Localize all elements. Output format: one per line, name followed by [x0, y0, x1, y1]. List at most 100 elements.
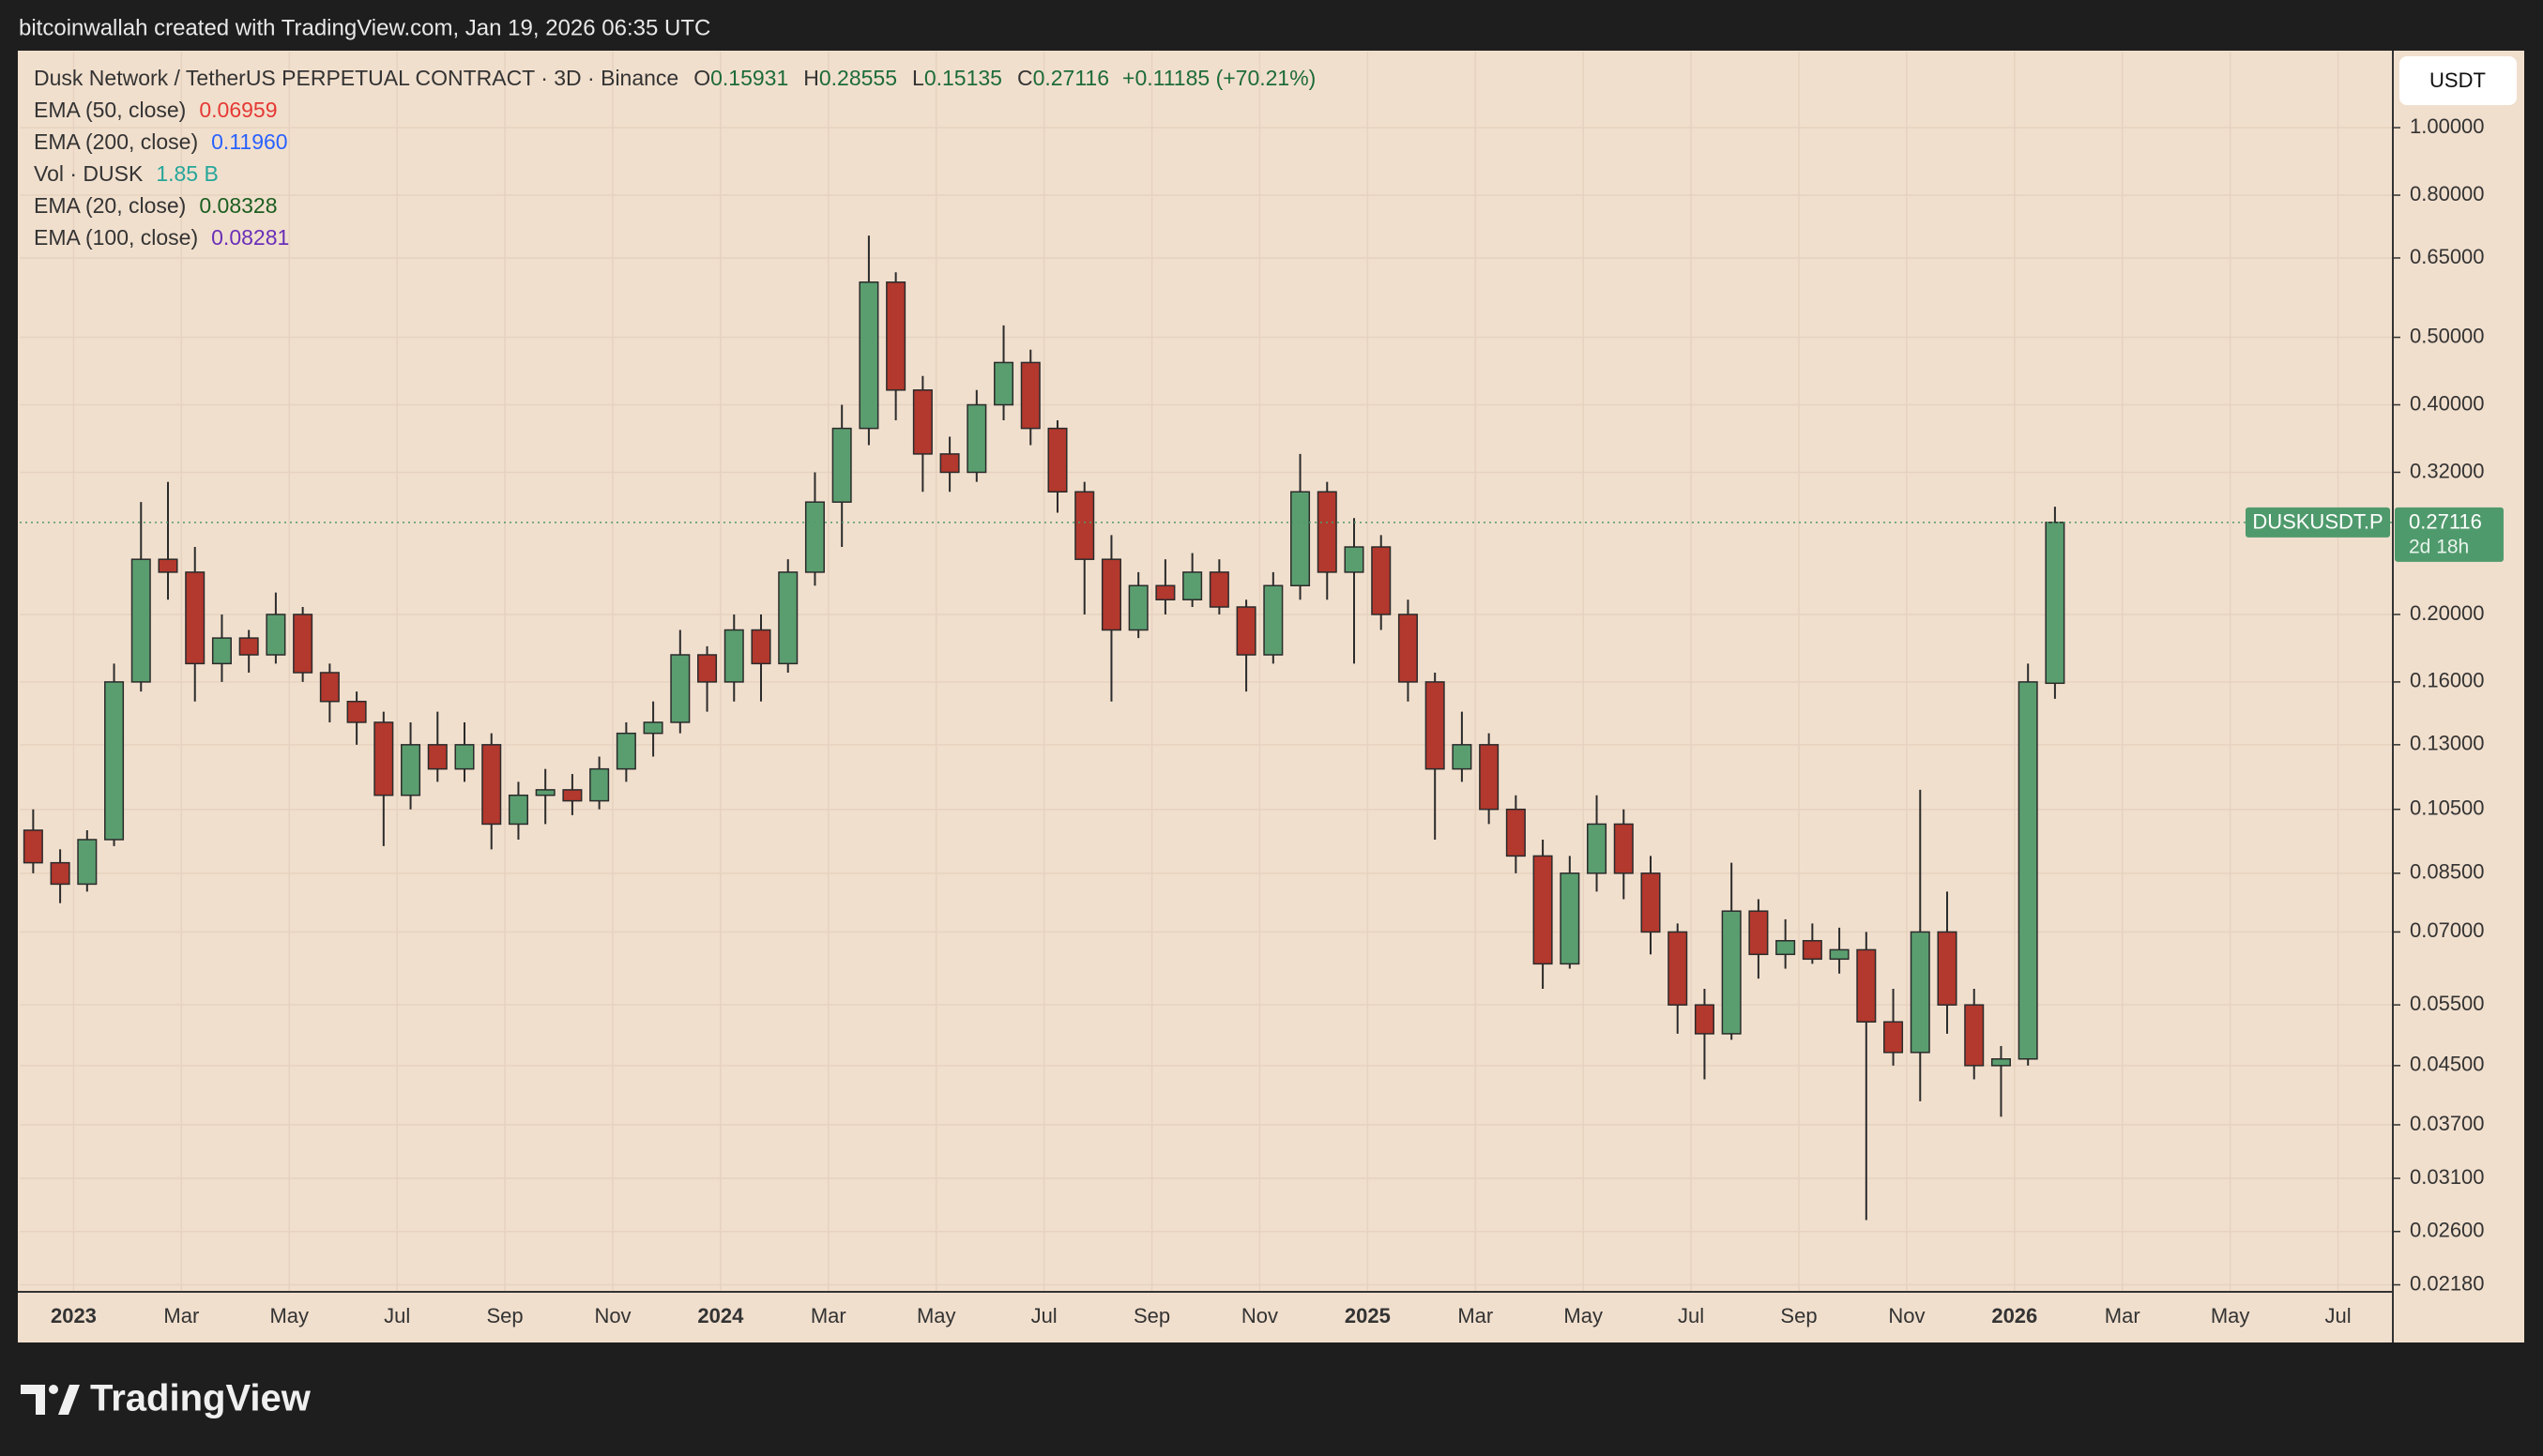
change: +0.11185 (+70.21%) [1122, 66, 1316, 90]
candle-body [967, 403, 987, 474]
candle-body [266, 614, 286, 656]
indicator-line: EMA (200, close) 0.11960 [34, 129, 288, 154]
ticker-label: DUSKUSDT.P [2252, 510, 2383, 534]
indicator-line: EMA (100, close) 0.08281 [34, 225, 289, 250]
x-tick-label: Nov [1241, 1304, 1278, 1327]
candle-body [994, 361, 1014, 406]
candle-body [1128, 584, 1149, 631]
candle-body [1910, 931, 1930, 1054]
ohlc-value: 0.27116 [1033, 66, 1109, 90]
candle-body [481, 744, 502, 826]
y-tick-label: 0.20000 [2410, 601, 2485, 625]
candle-body [185, 571, 206, 665]
indicator-line: EMA (20, close) 0.08328 [34, 193, 277, 218]
candle-body [859, 281, 879, 430]
y-tick-label: 0.40000 [2410, 391, 2485, 415]
candle-body [589, 767, 610, 802]
indicator-name: EMA (200, close) [34, 129, 198, 154]
y-tick-label: 0.05500 [2410, 992, 2485, 1015]
indicator-value: 1.85 B [156, 161, 219, 186]
candle-body [1236, 606, 1256, 656]
chart-bg [18, 51, 2524, 1342]
candle-body [1452, 744, 1472, 770]
candle-body [104, 681, 125, 841]
logo-dot [49, 1385, 58, 1394]
x-tick-label: Sep [1134, 1304, 1170, 1327]
x-tick-label: May [2211, 1304, 2250, 1327]
x-tick-label: Sep [487, 1304, 524, 1327]
indicator-value: 0.08328 [199, 193, 277, 218]
x-tick-label: Mar [1457, 1304, 1493, 1327]
candle-body [158, 558, 178, 573]
candle-body [1883, 1021, 1904, 1054]
x-tick-label: Nov [594, 1304, 631, 1327]
footer-logo: TradingView [21, 1378, 312, 1419]
candle-body [535, 789, 556, 796]
candle-body [1424, 681, 1445, 770]
y-tick-label: 0.07000 [2410, 918, 2485, 942]
indicator-name: EMA (20, close) [34, 193, 186, 218]
candle-body [1694, 1004, 1714, 1035]
y-tick-label: 0.16000 [2410, 669, 2485, 692]
candle-body [1290, 491, 1311, 586]
candle-body [1397, 614, 1418, 683]
candle-body [1964, 1004, 1985, 1067]
x-tick-label: 2025 [1345, 1304, 1391, 1327]
candle-body [778, 571, 799, 665]
candle-body [1020, 361, 1041, 430]
candle-body [2018, 681, 2038, 1060]
ohlc-value: 0.15135 [924, 66, 1002, 90]
candle-body [1937, 931, 1957, 1006]
x-tick-label: May [917, 1304, 956, 1327]
indicator-name: Vol · DUSK [34, 161, 144, 186]
last-price-label: 0.27116 [2409, 510, 2482, 534]
indicator-value: 0.08281 [211, 225, 289, 250]
candle-body [831, 427, 852, 503]
candle-body [508, 794, 528, 826]
y-tick-label: 0.10500 [2410, 796, 2485, 820]
header-line: Dusk Network / TetherUS PERPETUAL CONTRA… [34, 66, 1316, 90]
candle-body [1775, 940, 1796, 956]
x-tick-label: 2023 [51, 1304, 97, 1327]
y-tick-label: 0.32000 [2410, 459, 2485, 482]
candle-body [1263, 584, 1284, 656]
indicator-line: EMA (50, close) 0.06959 [34, 98, 277, 122]
candle-body [319, 672, 340, 703]
y-tick-label: 0.02180 [2410, 1271, 2485, 1295]
price-box [2395, 507, 2504, 562]
candle-body [886, 281, 906, 391]
candle-body [1074, 491, 1095, 560]
y-tick-label: 0.03700 [2410, 1112, 2485, 1135]
candle-body [1505, 808, 1526, 857]
countdown-label: 2d 18h [2409, 536, 2469, 557]
candle-body [23, 829, 43, 864]
candle-body [562, 789, 583, 802]
candle-body [1371, 546, 1392, 615]
candle-body [1667, 931, 1688, 1006]
y-tick-label: 0.80000 [2410, 182, 2485, 205]
ohlc-value: 0.28555 [819, 66, 897, 90]
currency-label[interactable]: USDT [2429, 68, 2486, 92]
x-tick-label: 2024 [697, 1304, 744, 1327]
axes: 1.00000 0.80000 0.65000 0.50000 0.40000 0.320… [51, 114, 2504, 1327]
y-tick-label: 0.02600 [2410, 1219, 2485, 1242]
x-tick-label: Mar [163, 1304, 199, 1327]
attribution: bitcoinwallah created with TradingView.c… [19, 15, 710, 40]
candle-body [1829, 948, 1850, 961]
indicator-name: EMA (50, close) [34, 98, 186, 122]
y-tick-label: 1.00000 [2410, 114, 2485, 138]
symbol-title: Dusk Network / TetherUS PERPETUAL CONTRA… [34, 66, 678, 90]
ohlc-key: C [1017, 66, 1033, 90]
x-tick-label: Jul [1031, 1304, 1058, 1327]
x-tick-label: Mar [2105, 1304, 2140, 1327]
candle-body [238, 637, 259, 656]
y-tick-label: 0.04500 [2410, 1053, 2485, 1076]
candle-body [1155, 584, 1176, 600]
x-tick-label: Jul [2324, 1304, 2351, 1327]
currency-button[interactable] [2399, 56, 2517, 105]
brand: TradingView [90, 1378, 312, 1419]
x-tick-label: Sep [1780, 1304, 1817, 1327]
x-tick-label: May [269, 1304, 309, 1327]
candle-body [697, 654, 718, 683]
ohlc-key: H [803, 66, 819, 90]
